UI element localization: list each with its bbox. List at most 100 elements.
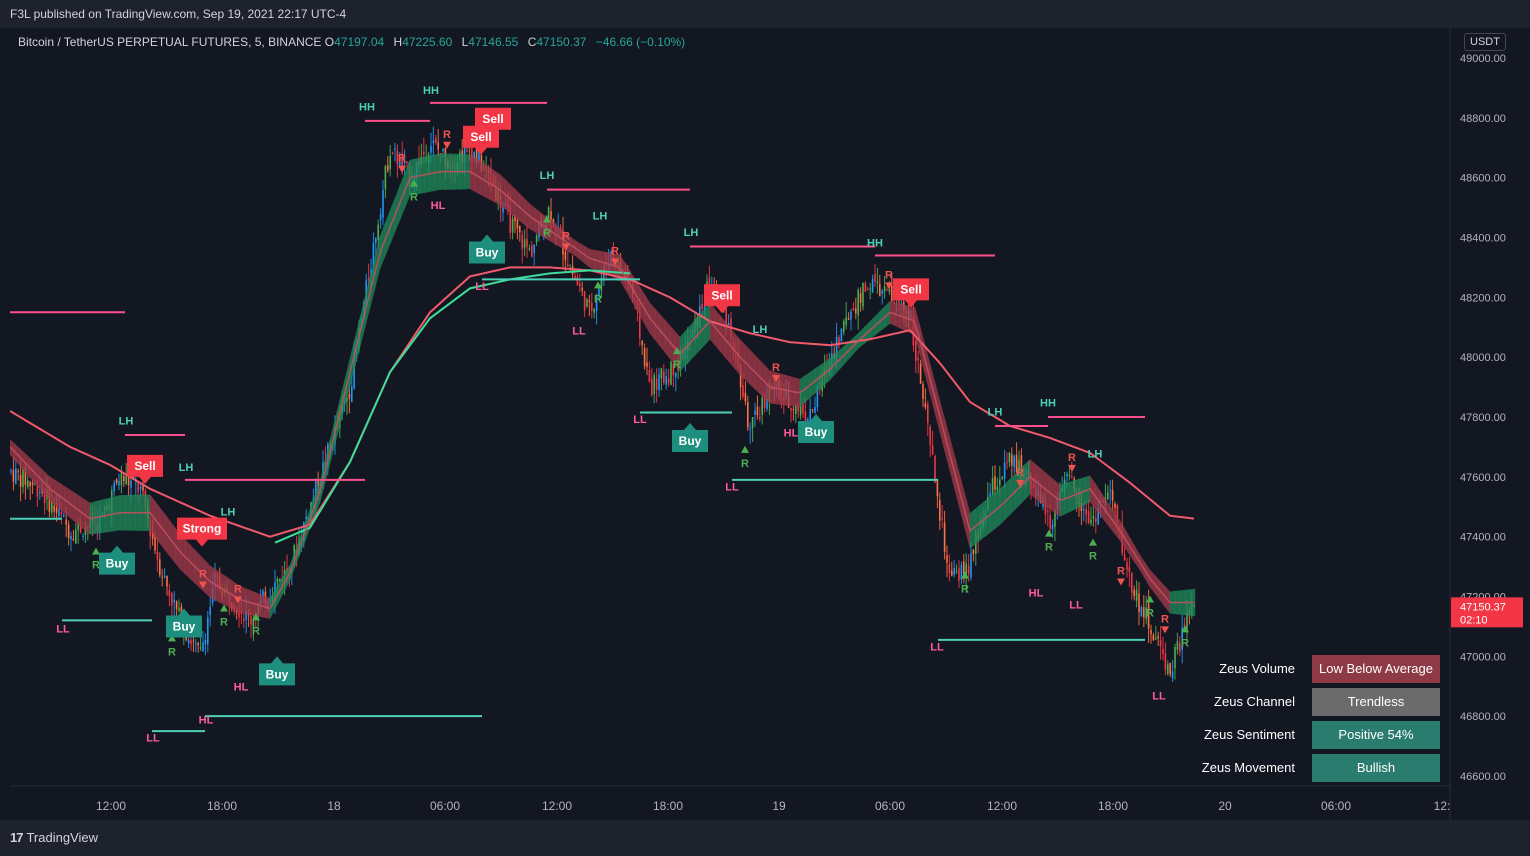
buy-signal-badge[interactable] <box>798 414 834 444</box>
sell-signal-badge[interactable] <box>463 125 499 155</box>
buy-signal-badge[interactable] <box>99 545 135 575</box>
chart-area[interactable]: LH LL LL LH HL LH HL HH HH HL LL LH LH LL LH LL LH LL HL HH… <box>10 28 1523 820</box>
tradingview-logo[interactable]: 17 TradingView <box>10 830 98 845</box>
buy-signal-badge[interactable] <box>259 656 295 686</box>
r-up-triangle-icon <box>92 547 100 555</box>
candle-body <box>17 470 19 473</box>
candle-body <box>156 551 159 560</box>
candle-body <box>161 576 163 578</box>
buy-signal-badge[interactable] <box>469 234 505 264</box>
low-value: 47146.55 <box>468 35 519 49</box>
r-up-triangle-icon <box>594 281 602 289</box>
sell-signal-badge[interactable] <box>177 517 227 547</box>
candle-body <box>955 571 958 573</box>
candle-body <box>1001 476 1003 479</box>
swing-label-lh: LH <box>1088 448 1103 460</box>
candle-body <box>1126 562 1128 570</box>
swing-label-ll: LL <box>56 623 70 635</box>
candle-body <box>567 264 569 267</box>
candle-body <box>391 152 394 154</box>
swing-label-ll: LL <box>633 414 647 426</box>
candle-body <box>27 480 29 488</box>
candle-body <box>1147 603 1150 629</box>
swing-label-lh: LH <box>540 170 555 182</box>
sell-signal-badge[interactable] <box>704 284 740 314</box>
candle-body <box>1054 510 1056 527</box>
candle-body <box>367 278 370 281</box>
candle-body <box>171 592 173 606</box>
candle-body <box>672 363 675 376</box>
candle-body <box>375 238 377 244</box>
candle-body <box>547 207 550 221</box>
candle-body <box>1044 498 1047 515</box>
buy-signal-badge[interactable] <box>672 422 708 452</box>
candle-body <box>70 536 72 540</box>
price-tick-label: 48200.00 <box>1460 292 1506 304</box>
r-down-triangle-icon <box>772 375 780 383</box>
candle-body <box>1066 473 1068 477</box>
r-down-triangle-icon <box>398 165 406 173</box>
sell-signal-badge[interactable] <box>893 278 929 308</box>
candle-body <box>382 190 384 218</box>
candle-body <box>202 642 204 652</box>
candle-body <box>1157 636 1159 639</box>
candle-body <box>12 470 15 482</box>
candle-body <box>509 205 511 233</box>
candle-body <box>840 328 843 342</box>
candle-body <box>471 148 473 161</box>
candle-body <box>847 318 850 321</box>
change-value: −46.66 (−0.10%) <box>595 35 686 49</box>
candle-body <box>1167 664 1169 674</box>
candle-body <box>204 639 207 645</box>
buy-signal-badge[interactable] <box>166 608 202 638</box>
time-tick-label: 18:00 <box>207 799 237 813</box>
sell-signal-badge[interactable] <box>127 454 163 484</box>
candle-body <box>936 478 939 497</box>
r-down-triangle-icon <box>562 243 570 251</box>
candle-body <box>535 235 538 243</box>
time-tick-label: 06:00 <box>1321 799 1351 813</box>
currency-button[interactable]: USDT <box>1464 33 1506 51</box>
r-marker-label: R <box>1068 452 1076 464</box>
candle-body <box>838 337 840 346</box>
candle-body <box>533 244 535 254</box>
top-bar: F3L published on TradingView.com, Sep 19… <box>0 0 1530 28</box>
candle-body <box>951 570 953 576</box>
published-text: F3L published on TradingView.com, Sep 19… <box>10 7 347 21</box>
candle-body <box>387 165 389 171</box>
candle-body <box>384 166 387 189</box>
r-marker-label: R <box>234 584 242 596</box>
r-marker-label: R <box>1146 607 1154 619</box>
r-up-triangle-icon <box>1181 625 1189 633</box>
candle-body <box>641 341 643 346</box>
r-marker-label: R <box>741 458 749 470</box>
candle-body <box>799 406 802 416</box>
candle-body <box>1049 515 1051 529</box>
swing-label-hl: HL <box>199 715 214 727</box>
candle-body <box>406 161 408 163</box>
candle-body <box>759 416 761 420</box>
candle-body <box>579 283 581 287</box>
candle-body <box>123 476 125 482</box>
r-up-triangle-icon <box>673 347 681 355</box>
candle-body <box>660 368 663 379</box>
r-down-triangle-icon <box>234 596 242 604</box>
candle-body <box>564 251 567 261</box>
candle-body <box>125 475 127 485</box>
signal-label: Buy <box>106 557 129 571</box>
r-down-triangle-icon <box>443 141 451 149</box>
swing-label-lh: LH <box>179 462 194 474</box>
candle-body <box>571 266 574 275</box>
candle-body <box>1013 456 1015 467</box>
candle-body <box>953 567 955 575</box>
candle-body <box>749 428 751 430</box>
candle-body <box>970 552 972 578</box>
candle-body <box>929 426 931 445</box>
candle-body <box>919 363 922 384</box>
zeus-table-value: Low Below Average <box>1312 655 1440 683</box>
chart-svg[interactable]: LHLLLLLHHLLHHLHHHHHLLLLHLHLLLHLLLHLLHLHH… <box>10 28 1530 820</box>
candle-body <box>763 394 766 408</box>
signal-label: Buy <box>476 246 499 260</box>
candle-body <box>118 481 120 486</box>
candle-body <box>1162 648 1164 655</box>
